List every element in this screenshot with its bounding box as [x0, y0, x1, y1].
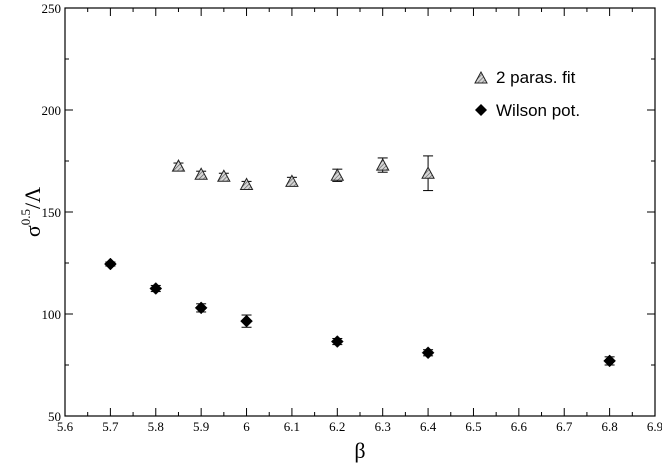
y-tick-label: 250 [42, 1, 62, 16]
x-tick-label: 5.6 [57, 419, 74, 434]
data-point-triangle [217, 169, 231, 182]
y-tick-label: 150 [42, 205, 62, 220]
y-tick-label: 100 [42, 307, 62, 322]
x-tick-label: 6.1 [284, 419, 300, 434]
x-tick-label: 6.9 [647, 419, 662, 434]
series-wilson-pot [104, 257, 616, 368]
data-point-diamond [104, 257, 117, 271]
data-point-diamond [240, 314, 253, 328]
x-tick-label: 6.6 [511, 419, 528, 434]
data-marks [104, 155, 616, 368]
x-tick-label: 5.9 [193, 419, 209, 434]
x-axis: 5.6 5.7 5.8 5.9 6 6.1 6.2 6.3 6.4 6.5 6.6 6.7 6.8 6.9 [57, 8, 662, 434]
data-point-diamond [194, 301, 208, 315]
legend-label-2-paras-fit: 2 paras. fit [496, 68, 576, 87]
x-tick-label: 6.2 [329, 419, 345, 434]
x-tick-label: 6.8 [601, 419, 617, 434]
legend-marker-triangle [474, 70, 488, 84]
y-axis-title: σ0.5/Λ [18, 187, 45, 237]
x-tick-label: 6.3 [375, 419, 391, 434]
x-tick-label: 6.4 [420, 419, 437, 434]
data-point-triangle [171, 159, 186, 172]
data-point-triangle [375, 158, 390, 171]
y-axis-title-base: σ [20, 225, 45, 237]
x-tick-label: 6 [243, 419, 250, 434]
data-point-triangle [239, 177, 254, 190]
data-point-triangle [285, 174, 299, 187]
data-point-diamond [421, 346, 435, 360]
legend-marker-diamond [475, 104, 487, 116]
y-tick-label: 200 [42, 103, 62, 118]
legend: 2 paras. fit Wilson pot. [474, 68, 580, 120]
data-point-triangle [421, 166, 435, 179]
data-point-diamond [330, 335, 344, 348]
data-point-triangle [330, 168, 345, 181]
series-two-params-fit [171, 155, 435, 192]
x-tick-label: 6.5 [465, 419, 481, 434]
x-axis-title: β [354, 438, 365, 463]
y-tick-label: 50 [48, 409, 61, 424]
data-point-diamond [603, 354, 616, 368]
data-point-triangle [194, 167, 208, 180]
x-tick-label: 5.7 [102, 419, 119, 434]
x-tick-label: 6.7 [556, 419, 573, 434]
data-point-diamond [149, 282, 163, 295]
y-axis-title-superscript: 0.5 [18, 209, 33, 225]
y-axis: 50 100 150 200 250 [42, 1, 655, 424]
y-axis-title-suffix: /Λ [20, 187, 45, 209]
legend-label-wilson-pot: Wilson pot. [496, 101, 580, 120]
svg-text:σ0.5/Λ: σ0.5/Λ [18, 187, 45, 237]
x-tick-label: 5.8 [148, 419, 164, 434]
